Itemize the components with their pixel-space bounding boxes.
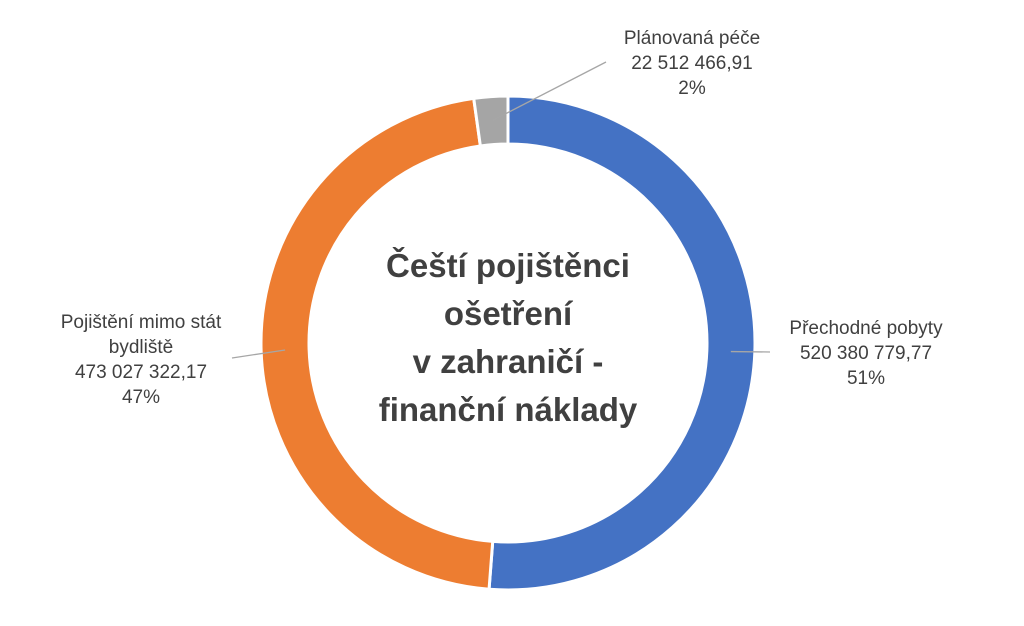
leader-line-planovana-pece [492, 61, 607, 122]
slice-planovana-pece [472, 94, 510, 148]
chart-leader-lines [231, 61, 771, 359]
data-label-prechodne-pobyty: Přechodné pobyty 520 380 779,77 51% [789, 318, 943, 389]
chart-data-labels: Přechodné pobyty 520 380 779,77 51% Pojiště… [61, 28, 943, 408]
chart-title: Čeští pojištěnci ošetření v zahraničí -fin… [379, 246, 638, 428]
leader-line-pojisteni-mimo-stat-bydliste [231, 349, 286, 359]
data-label-pojisteni-mimo-stat-bydliste: Pojištění mimo stát bydliště 473 027 322,1… [61, 312, 222, 408]
slice-pojisteni-mimo-stat-bydliste [259, 96, 495, 591]
data-label-planovana-pece: Plánovaná péče 22 512 466,91 2% [624, 28, 760, 99]
chart-slices [259, 94, 757, 592]
slice-prechodne-pobyty [487, 94, 757, 592]
